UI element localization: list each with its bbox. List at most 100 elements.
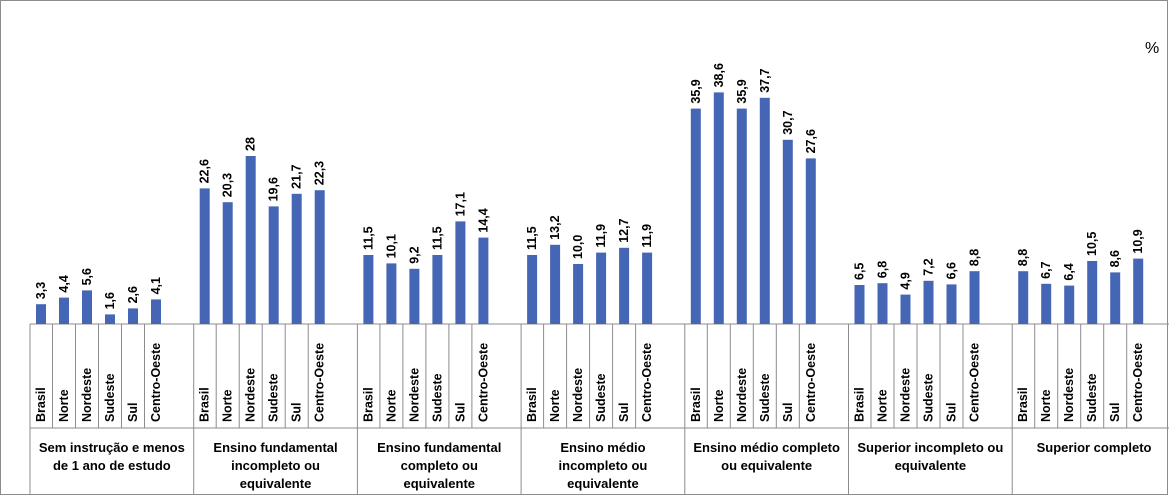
group-label: Ensino médio completo <box>693 440 840 455</box>
region-tick-label: Norte <box>548 389 562 422</box>
data-label: 6,8 <box>876 261 890 278</box>
data-label: 12,7 <box>617 218 631 242</box>
bar <box>690 108 701 324</box>
region-tick-label: Brasil <box>361 387 375 422</box>
data-label: 6,4 <box>1062 263 1076 280</box>
bar <box>222 202 233 324</box>
bar <box>573 264 584 324</box>
data-label: 10,9 <box>1131 229 1145 253</box>
group-label: equivalente <box>403 476 475 491</box>
region-tick-label: Sudeste <box>594 373 608 422</box>
bar <box>527 255 538 324</box>
bar <box>1133 258 1144 324</box>
region-tick-label: Sudeste <box>430 373 444 422</box>
group-label: Sem instrução e menos <box>39 440 185 455</box>
group-label: incompleto ou <box>231 458 320 473</box>
data-label: 14,4 <box>476 208 490 232</box>
unit-label: % <box>1145 40 1159 57</box>
region-tick-label: Sul <box>617 403 631 422</box>
data-label: 7,2 <box>922 258 936 275</box>
region-tick-label: Norte <box>384 389 398 422</box>
data-label: 11,5 <box>361 226 375 250</box>
bar <box>596 252 607 324</box>
data-label: 22,3 <box>313 161 327 185</box>
data-label: 8,6 <box>1108 250 1122 267</box>
region-tick-label: Brasil <box>198 387 212 422</box>
region-tick-label: Norte <box>57 389 71 422</box>
data-label: 3,3 <box>34 282 48 299</box>
region-tick-label: Brasil <box>525 387 539 422</box>
bar <box>386 263 397 324</box>
bar <box>199 188 210 324</box>
region-tick-label: Sul <box>1108 403 1122 422</box>
bar <box>105 314 115 324</box>
data-label: 4,9 <box>899 272 913 289</box>
region-tick-label: Nordeste <box>1062 368 1076 422</box>
bar <box>946 284 957 324</box>
data-label: 6,6 <box>945 262 959 279</box>
region-tick-label: Brasil <box>1016 387 1030 422</box>
region-tick-label: Sul <box>290 403 304 422</box>
region-tick-label: Centro-Oeste <box>804 343 818 422</box>
bar <box>877 283 888 324</box>
data-label: 21,7 <box>290 164 304 188</box>
bar <box>291 193 302 324</box>
region-tick-label: Brasil <box>853 387 867 422</box>
bar <box>854 285 865 324</box>
data-label: 11,5 <box>430 226 444 250</box>
region-tick-label: Sudeste <box>758 373 772 422</box>
data-label: 5,6 <box>80 268 94 285</box>
region-tick-label: Centro-Oeste <box>1131 343 1145 422</box>
data-label: 10,1 <box>384 234 398 258</box>
region-tick-label: Norte <box>712 389 726 422</box>
data-label: 1,6 <box>103 292 117 309</box>
data-label: 17,1 <box>453 192 467 216</box>
region-tick-label: Nordeste <box>571 368 585 422</box>
bar <box>245 156 256 324</box>
group-label: equivalente <box>240 476 312 491</box>
data-label: 35,9 <box>735 79 749 103</box>
bar <box>1064 285 1075 324</box>
data-label: 19,6 <box>267 177 281 201</box>
data-label: 6,7 <box>1039 261 1053 278</box>
region-tick-label: Nordeste <box>899 368 913 422</box>
region-tick-label: Centro-Oeste <box>476 343 490 422</box>
group-label: Superior completo <box>1037 440 1152 455</box>
region-tick-label: Sul <box>781 403 795 422</box>
bar <box>268 206 279 324</box>
group-label: ou equivalente <box>721 458 812 473</box>
data-label: 35,9 <box>689 79 703 103</box>
region-tick-label: Sul <box>126 403 140 422</box>
bar <box>805 158 816 324</box>
data-label: 20,3 <box>221 173 235 197</box>
bar <box>642 252 653 324</box>
bars-layer: 3,3 Brasil 4,4 Norte 5,6 Nordeste 1,6 Sudeste 2,… <box>29 63 1169 495</box>
data-label: 37,7 <box>758 68 772 92</box>
data-label: 11,9 <box>594 224 608 248</box>
region-tick-label: Sudeste <box>267 373 281 422</box>
group-label: equivalente <box>895 458 967 473</box>
region-tick-label: Norte <box>221 389 235 422</box>
group-label: Ensino fundamental <box>213 440 337 455</box>
region-tick-label: Centro-Oeste <box>149 343 163 422</box>
bar <box>363 255 374 324</box>
bar <box>455 221 466 324</box>
bar <box>314 190 325 324</box>
data-label: 10,5 <box>1085 232 1099 256</box>
region-tick-label: Nordeste <box>735 368 749 422</box>
bar <box>409 268 420 324</box>
bar <box>550 244 561 324</box>
data-label: 30,7 <box>781 110 795 134</box>
data-label: 11,9 <box>640 224 654 248</box>
region-tick-label: Centro-Oeste <box>640 343 654 422</box>
data-label: 8,8 <box>1016 249 1030 266</box>
bar <box>759 97 770 324</box>
region-tick-label: Brasil <box>34 387 48 422</box>
bar <box>1018 271 1029 324</box>
data-label: 2,6 <box>126 286 140 303</box>
bar <box>82 290 92 324</box>
data-label: 6,5 <box>853 263 867 280</box>
data-label: 13,2 <box>548 215 562 239</box>
